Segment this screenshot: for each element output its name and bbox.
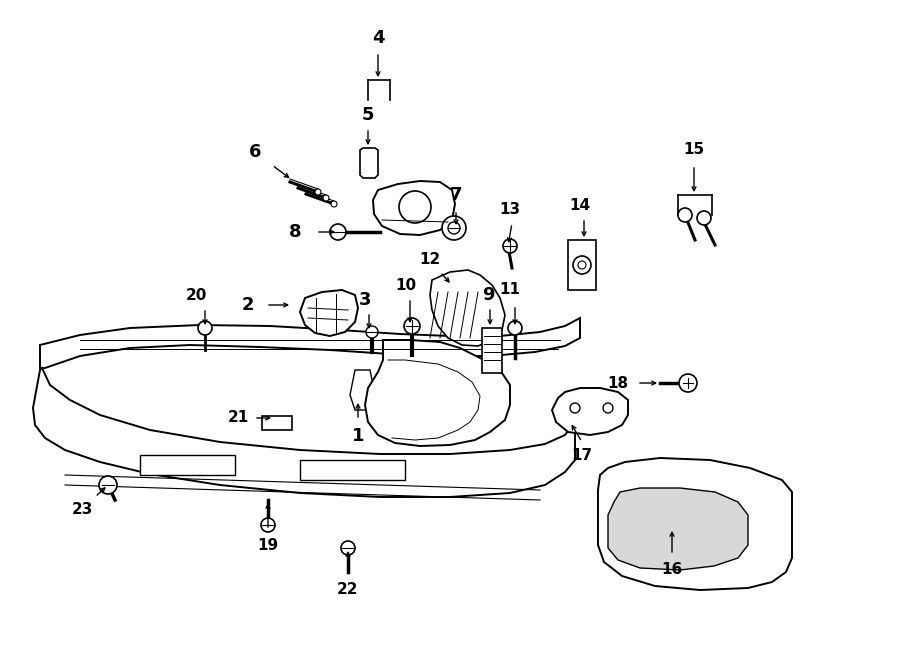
- Circle shape: [679, 374, 697, 392]
- Text: 10: 10: [395, 278, 417, 293]
- Circle shape: [442, 216, 466, 240]
- Circle shape: [570, 403, 580, 413]
- Polygon shape: [300, 290, 358, 336]
- Text: 23: 23: [71, 502, 93, 518]
- Circle shape: [198, 321, 212, 335]
- Circle shape: [508, 321, 522, 335]
- Circle shape: [503, 239, 517, 253]
- Polygon shape: [350, 370, 375, 410]
- Polygon shape: [373, 181, 455, 235]
- Bar: [482, 328, 502, 373]
- Polygon shape: [365, 340, 510, 446]
- Circle shape: [448, 222, 460, 234]
- Bar: [300, 460, 405, 480]
- Circle shape: [261, 518, 275, 532]
- Circle shape: [330, 224, 346, 240]
- Text: 20: 20: [185, 288, 207, 303]
- Bar: [140, 455, 235, 475]
- Circle shape: [678, 208, 692, 222]
- Text: 15: 15: [683, 143, 705, 157]
- Polygon shape: [552, 388, 628, 435]
- Polygon shape: [430, 270, 505, 346]
- Text: 3: 3: [359, 291, 371, 309]
- Circle shape: [399, 191, 431, 223]
- Text: 21: 21: [228, 410, 248, 426]
- Text: 4: 4: [372, 29, 384, 47]
- Circle shape: [603, 403, 613, 413]
- Text: 16: 16: [662, 563, 682, 578]
- Text: 22: 22: [338, 582, 359, 598]
- Text: 8: 8: [289, 223, 302, 241]
- Polygon shape: [360, 148, 378, 178]
- Circle shape: [323, 195, 329, 201]
- Text: 14: 14: [570, 198, 590, 212]
- Text: 13: 13: [500, 202, 520, 217]
- Circle shape: [573, 256, 591, 274]
- Polygon shape: [33, 368, 575, 497]
- Text: 2: 2: [242, 296, 254, 314]
- Circle shape: [366, 326, 378, 338]
- Circle shape: [578, 261, 586, 269]
- Text: 5: 5: [362, 106, 374, 124]
- Polygon shape: [598, 458, 792, 590]
- Bar: [568, 240, 596, 290]
- Text: 1: 1: [352, 427, 365, 445]
- Text: 18: 18: [608, 375, 628, 391]
- Text: 6: 6: [248, 143, 261, 161]
- Polygon shape: [40, 318, 580, 368]
- Circle shape: [315, 189, 321, 195]
- Text: 7: 7: [450, 186, 463, 204]
- Circle shape: [697, 211, 711, 225]
- Text: 12: 12: [419, 253, 441, 268]
- Circle shape: [331, 201, 337, 207]
- Text: 19: 19: [257, 537, 279, 553]
- Circle shape: [99, 476, 117, 494]
- Circle shape: [404, 318, 420, 334]
- Polygon shape: [608, 488, 748, 570]
- Text: 9: 9: [482, 286, 494, 304]
- Text: 11: 11: [500, 282, 520, 297]
- Bar: [262, 416, 292, 430]
- Text: 17: 17: [572, 447, 592, 463]
- Circle shape: [341, 541, 355, 555]
